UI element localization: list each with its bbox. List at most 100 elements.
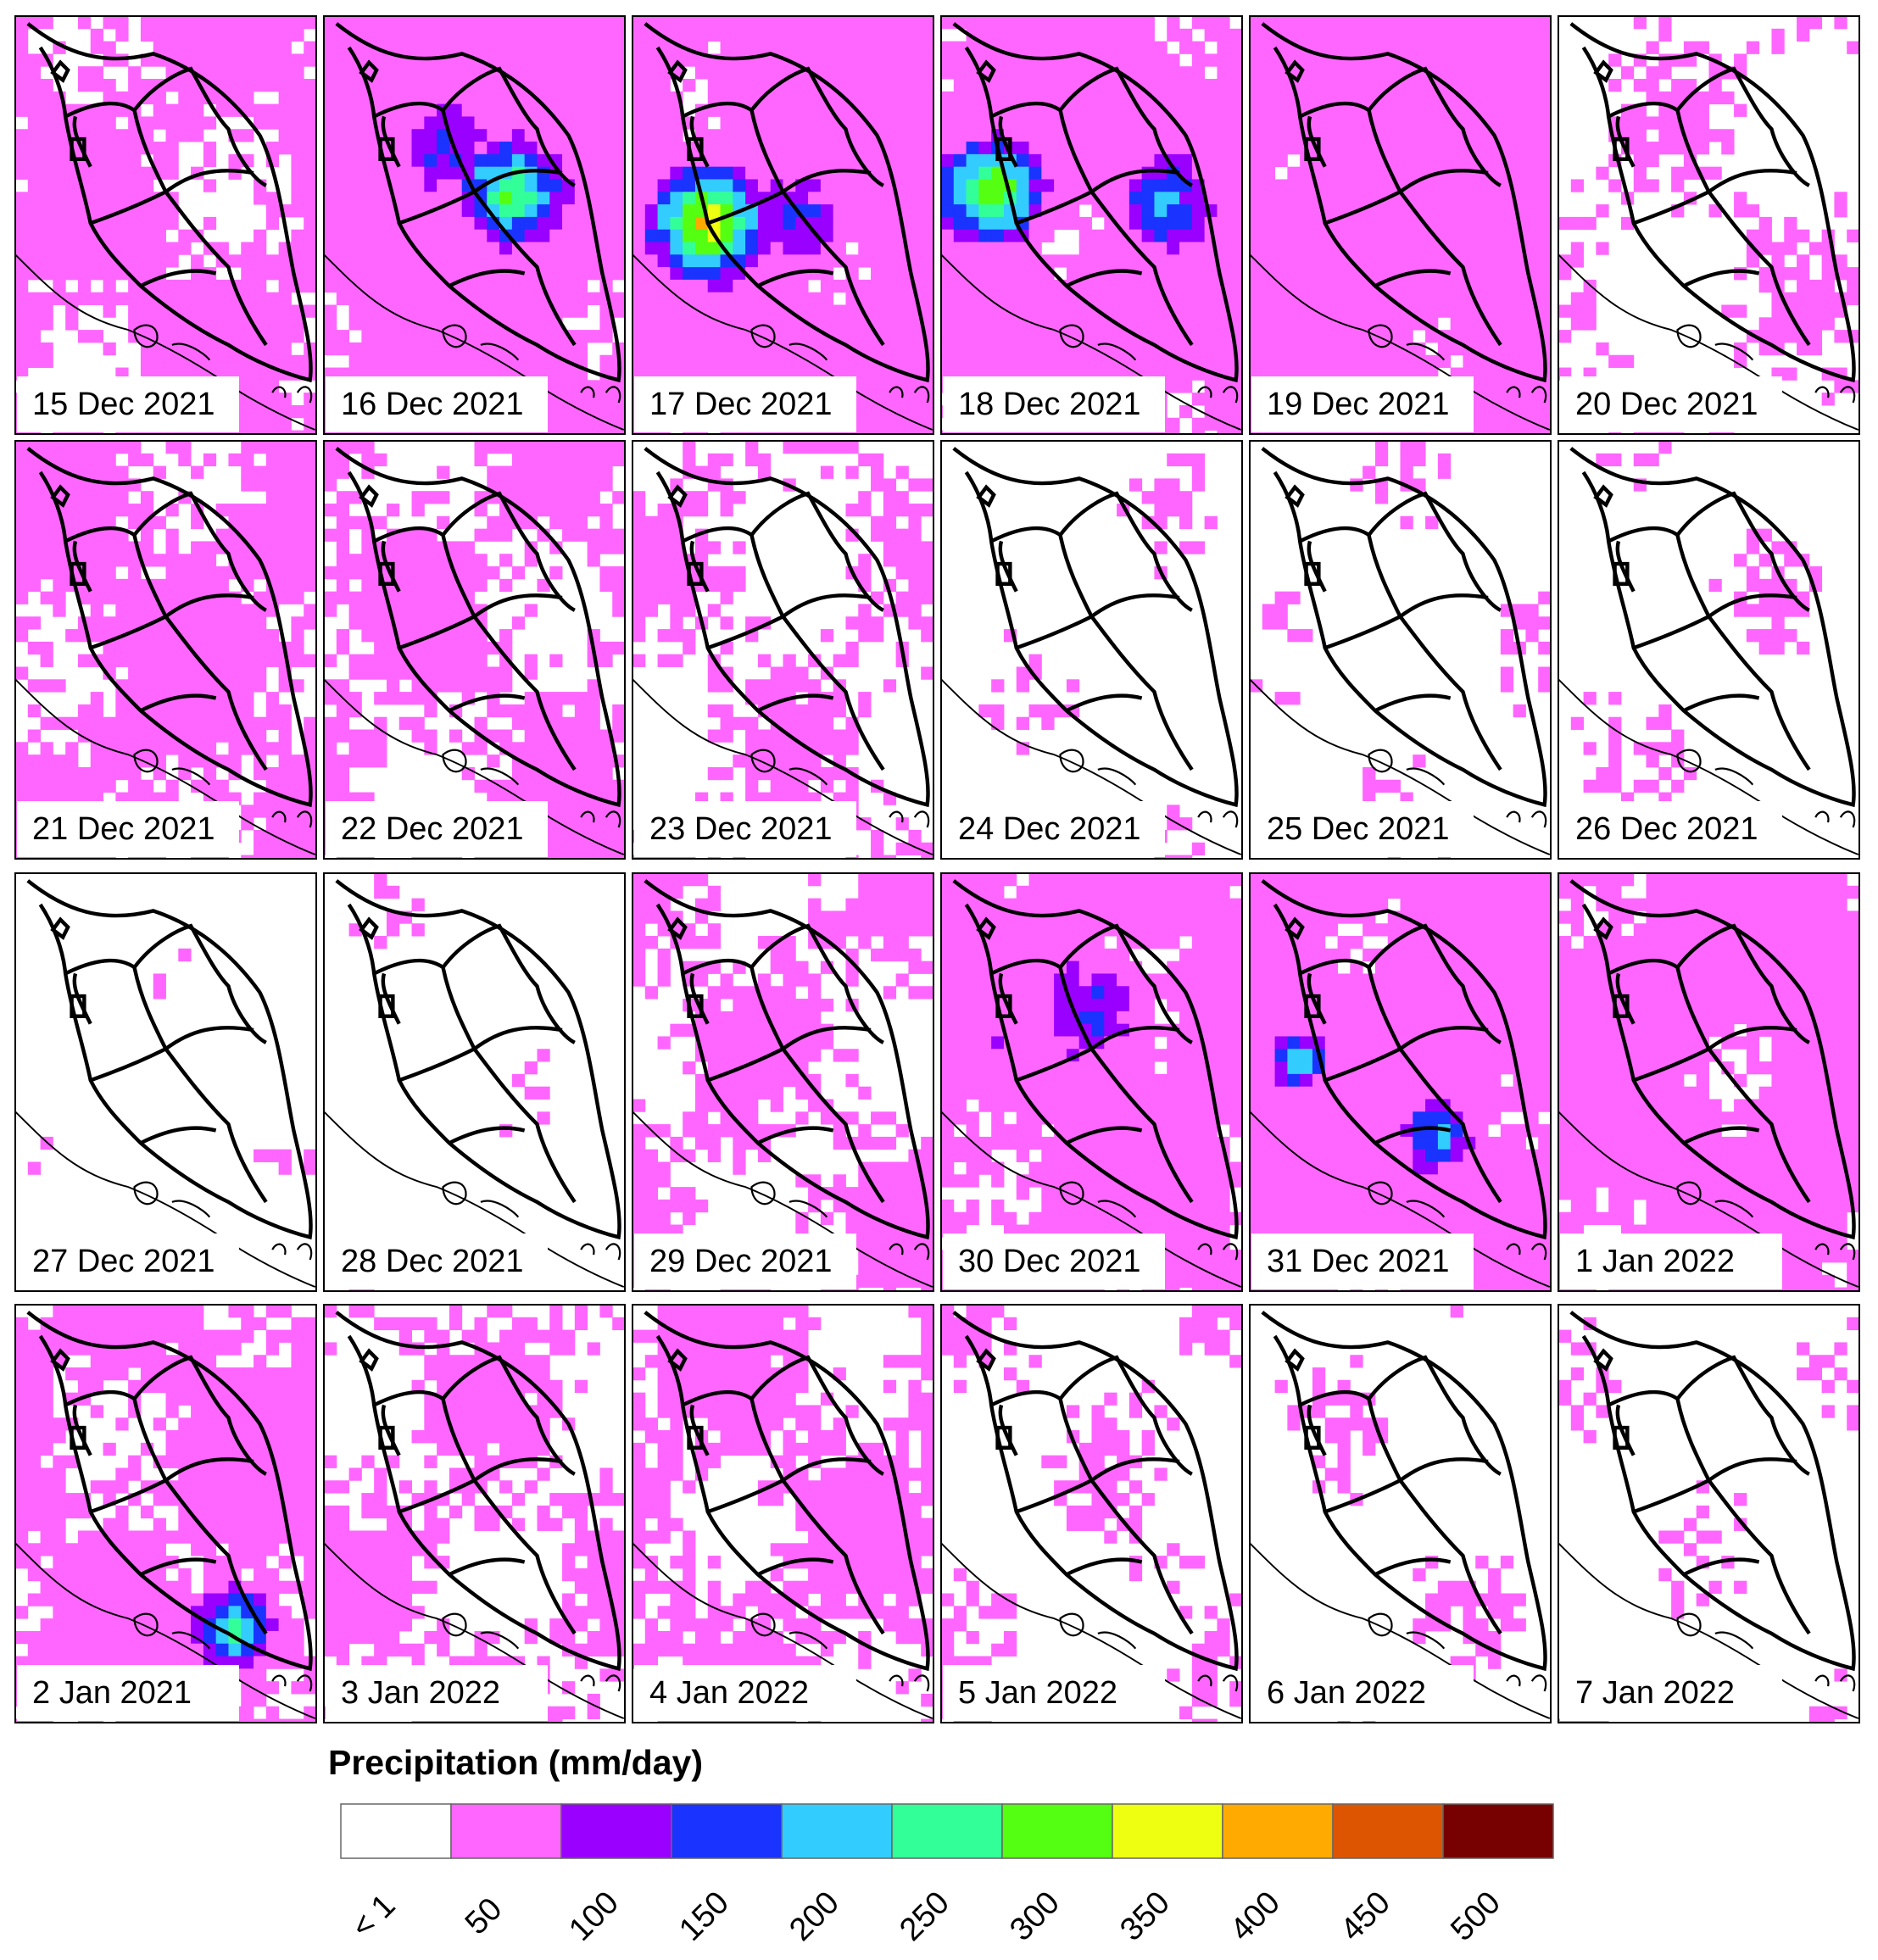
rain-cell [921,430,933,434]
rain-cell [1513,79,1526,92]
rain-cell [461,153,475,168]
rain-cell [599,204,613,218]
rain-cell [27,166,42,180]
rain-cell [324,729,337,743]
rain-cell [757,103,772,117]
rain-cell [1167,229,1180,242]
rain-cell [115,616,129,630]
rain-cell [562,66,576,80]
rain-cell [1337,41,1351,54]
rain-cell [733,229,746,242]
rain-cell [574,79,588,92]
rain-cell [1179,192,1193,205]
rain-cell [1250,216,1263,231]
rain-cell [499,53,513,67]
rain-cell [1734,192,1747,205]
rain-cell [153,142,166,155]
rain-cell [1450,41,1463,54]
rain-cell [336,91,350,105]
rain-cell [783,103,796,117]
rain-cell [978,16,992,30]
rain-cell [953,142,967,155]
rain-cell [1475,404,1489,419]
rain-cell [633,242,646,255]
rain-cell [1141,267,1155,281]
rain-cell [15,229,29,242]
rain-cell [1287,129,1301,142]
rain-cell [1463,79,1476,92]
rain-cell [1078,317,1092,331]
rain-cell [386,504,400,517]
rain-cell [1363,142,1376,155]
rain-cell [291,441,304,454]
rain-cell [1128,41,1143,54]
rain-cell [215,729,229,743]
rain-cell [978,179,992,192]
rain-cell [1808,242,1823,255]
rain-cell [27,465,42,479]
rain-cell [103,91,116,105]
rain-cell [1450,242,1463,255]
rain-cell [191,666,204,680]
rain-cell [53,129,66,142]
rain-cell [40,342,53,356]
rain-cell [40,142,53,155]
rain-cell [1463,153,1476,168]
rain-cell [153,216,166,231]
rain-cell [1287,179,1301,192]
rain-cell [128,453,142,467]
rain-cell [153,666,166,680]
rain-cell [1500,417,1514,432]
rain-cell [203,342,217,356]
rain-cell [871,279,884,293]
rain-cell [27,317,42,331]
rain-cell [1500,28,1514,42]
rain-cell [437,679,450,693]
rain-cell [1538,153,1551,168]
rain-cell [644,354,659,368]
rain-cell [524,142,538,155]
rain-cell [361,566,375,580]
rain-cell [1066,166,1080,180]
rain-cell [128,142,142,155]
rain-cell [65,267,79,281]
rain-cell [895,116,909,130]
rain-cell [1104,91,1117,105]
rain-cell [1596,166,1609,180]
rain-cell [77,541,92,554]
rain-cell [77,515,92,530]
rain-cell [1217,166,1230,180]
rain-cell [921,192,933,205]
rain-cell [1191,142,1206,155]
rain-cell [633,129,646,142]
rain-cell [1437,179,1452,192]
rain-cell [1287,166,1301,180]
rain-cell [1463,179,1476,192]
rain-cell [966,242,979,255]
rain-cell [1262,103,1276,117]
rain-cell [53,766,66,781]
rain-cell [1028,153,1042,168]
rain-cell [424,566,437,580]
rain-cell [53,566,66,580]
rain-cell [203,41,217,54]
rain-cell [612,41,625,54]
rain-cell [461,66,475,80]
rain-cell [437,292,450,305]
rain-cell [1078,279,1092,293]
rain-cell [941,116,955,130]
rain-cell [1413,53,1426,67]
rain-cell [140,204,154,218]
rain-cell [1400,129,1413,142]
rain-cell [670,242,683,255]
rain-cell [228,166,242,180]
rain-cell [449,629,463,643]
rain-cell [324,79,337,92]
rain-cell [1337,229,1351,242]
rain-cell [499,465,513,479]
rain-cell [633,153,646,168]
rain-cell [278,842,292,856]
rain-cell [1204,417,1218,432]
rain-cell [1450,279,1463,293]
rain-cell [1287,192,1301,205]
